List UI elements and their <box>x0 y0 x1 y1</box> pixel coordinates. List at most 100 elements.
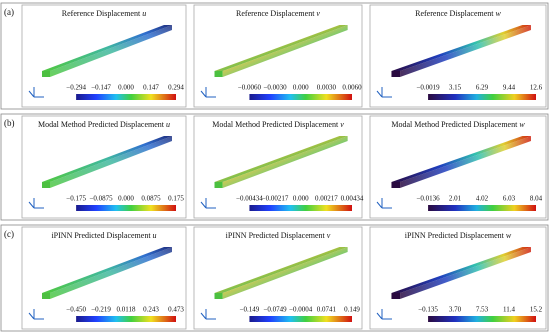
colorbar-tick-label: −0.00217 <box>262 195 289 203</box>
colorbar-tick-label: −0.0004 <box>289 306 313 314</box>
axis-icon <box>200 309 216 320</box>
axis <box>376 312 383 320</box>
colorbar <box>76 316 176 322</box>
variable: u <box>153 231 157 240</box>
colorbar-tick-label: 3.70 <box>449 306 462 314</box>
beam-top <box>42 25 172 71</box>
variable: v <box>340 120 344 129</box>
variable: u <box>142 9 146 18</box>
row-frame <box>0 2 549 110</box>
panel-title: Modal Method Predicted Displacement w <box>391 120 525 129</box>
panel-frame <box>21 4 187 108</box>
beam-side <box>42 71 50 77</box>
colorbar-tick-label: 12.6 <box>530 84 543 92</box>
row-frame <box>0 224 549 332</box>
beam-front <box>400 247 531 299</box>
variable: w <box>519 120 525 129</box>
panel-title: iPINN Predicted Displacement u <box>51 231 156 240</box>
title-text: iPINN Predicted Displacement <box>226 231 326 240</box>
axis <box>200 201 207 209</box>
beam-front <box>222 136 348 188</box>
beam-side <box>214 182 223 188</box>
beam-top <box>214 136 348 182</box>
colorbar-tick-label: −0.0875 <box>89 195 113 203</box>
axis <box>28 201 35 209</box>
beam-side <box>42 293 50 299</box>
axis <box>376 201 383 209</box>
colorbar-tick-label: −0.219 <box>91 306 111 314</box>
colorbar-tick-label: 0.149 <box>344 306 360 314</box>
title-text: Modal Method Predicted Displacement <box>38 120 165 129</box>
colorbar-tick-label: 11.4 <box>503 306 515 314</box>
row-label: (c) <box>4 229 14 239</box>
axis-icon <box>376 309 392 320</box>
colorbar-tick-label: −0.0749 <box>263 306 287 314</box>
colorbar-tick-label: 0.175 <box>168 195 184 203</box>
axis-icon <box>200 87 216 98</box>
panel-title: iPINN Predicted Displacement w <box>405 231 512 240</box>
colorbar-tick-label: 0.243 <box>143 306 159 314</box>
variable: w <box>496 9 502 18</box>
axis <box>376 90 383 98</box>
colorbar-tick-label: 15.2 <box>530 306 543 314</box>
colorbar-tick-label: 3.15 <box>449 84 462 92</box>
panel: Reference Displacement v −0.0060 −0.0030 0.… <box>193 4 363 108</box>
colorbar-tick-label: 7.53 <box>476 306 489 314</box>
colorbar-tick-label: −0.0019 <box>416 84 440 92</box>
panel-title: iPINN Predicted Displacement v <box>226 231 331 240</box>
beam-top <box>214 247 348 293</box>
axis-icon <box>28 309 44 320</box>
beam-front <box>400 136 531 188</box>
panel-title: Modal Method Predicted Displacement v <box>212 120 344 129</box>
colorbar-tick-label: 0.0875 <box>141 195 161 203</box>
colorbar-tick-label: 0.000 <box>293 195 309 203</box>
colorbar <box>76 205 176 211</box>
beam-side <box>42 182 50 188</box>
axis <box>200 312 207 320</box>
variable: w <box>506 231 512 240</box>
title-text: Reference Displacement <box>236 9 315 18</box>
beam-top <box>391 136 531 182</box>
axis-icon <box>28 87 44 98</box>
panel-title: Modal Method Predicted Displacement u <box>38 120 170 129</box>
axis-icon <box>28 198 44 209</box>
colorbar-tick-label: 0.000 <box>118 84 134 92</box>
colorbar-tick-label: 0.294 <box>168 84 184 92</box>
colorbar-tick-label: −0.00434 <box>236 195 263 203</box>
panel: iPINN Predicted Displacement w −0.135 3.70… <box>369 226 547 330</box>
row-frame <box>0 113 549 221</box>
variable: v <box>316 9 320 18</box>
colorbar-tick-label: 0.0030 <box>317 84 337 92</box>
colorbar-tick-label: 6.03 <box>503 195 516 203</box>
axis-icon <box>376 198 392 209</box>
beam-top <box>214 25 348 71</box>
beam-top <box>391 25 531 71</box>
beam-side <box>214 71 223 77</box>
axis <box>28 312 35 320</box>
colorbar-tick-label: 0.000 <box>293 84 309 92</box>
colorbar-tick-label: 0.000 <box>118 195 134 203</box>
axis-icon <box>376 87 392 98</box>
colorbar-tick-label: 2.01 <box>449 195 462 203</box>
title-text: iPINN Predicted Displacement <box>405 231 505 240</box>
colorbar-tick-label: 0.0741 <box>317 306 337 314</box>
panel: Modal Method Predicted Displacement w −0.… <box>369 115 547 219</box>
panel: iPINN Predicted Displacement u −0.450 −0.2… <box>21 226 187 330</box>
colorbar-tick-label: −0.175 <box>66 195 86 203</box>
colorbar <box>76 94 176 100</box>
panel: Reference Displacement w −0.0019 3.15 6.29 9… <box>369 4 547 108</box>
beam-side <box>391 293 401 299</box>
colorbar-tick-label: 0.473 <box>168 306 184 314</box>
beam-front <box>50 247 172 299</box>
title-text: Modal Method Predicted Displacement <box>391 120 518 129</box>
beam-front <box>50 136 172 188</box>
panel: iPINN Predicted Displacement v−0.149 −0.0… <box>193 226 363 330</box>
colorbar-tick-label: −0.450 <box>66 306 86 314</box>
colorbar <box>428 316 536 322</box>
variable: u <box>166 120 170 129</box>
axis <box>28 90 35 98</box>
colorbar-tick-label: 9.44 <box>503 84 516 92</box>
title-text: Reference Displacement <box>62 9 141 18</box>
beam-side <box>391 182 401 188</box>
